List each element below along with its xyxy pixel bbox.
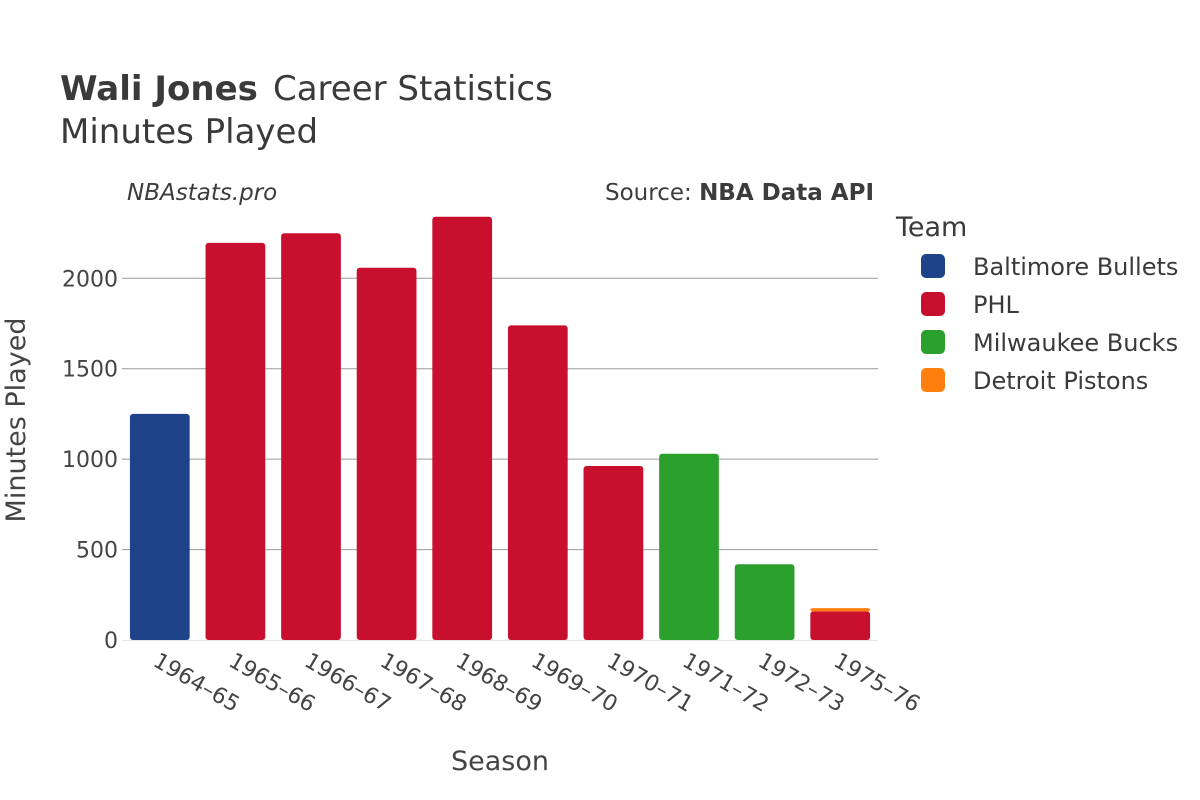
title-player: Wali Jones	[60, 69, 258, 109]
bar-phl[interactable]	[583, 466, 644, 640]
bar-phl[interactable]	[432, 216, 493, 640]
bar-baltimore-bullets[interactable]	[129, 413, 190, 640]
y-axis-title: Minutes Played	[1, 318, 32, 523]
legend-label[interactable]: Milwaukee Bucks	[973, 329, 1178, 357]
y-tick-label: 0	[104, 629, 118, 654]
legend-swatch[interactable]	[921, 292, 945, 316]
bar-milwaukee-bucks[interactable]	[659, 453, 719, 640]
legend-title: Team	[895, 212, 967, 243]
chart-subtitle: Minutes Played	[60, 112, 318, 152]
legend-label[interactable]: Detroit Pistons	[973, 367, 1148, 395]
watermark: NBAstats.pro	[127, 180, 277, 206]
legend-swatch[interactable]	[921, 330, 945, 354]
x-tick-label: 1965–66	[224, 649, 319, 718]
x-tick-label: 1966–67	[300, 649, 395, 718]
source-note: Source: NBA Data API	[605, 180, 874, 206]
x-axis-title: Season	[451, 746, 549, 777]
x-tick-label: 1967–68	[376, 649, 471, 718]
legend-swatch[interactable]	[921, 254, 945, 278]
x-tick-label: 1971–72	[678, 649, 773, 718]
x-tick-label: 1972–73	[754, 649, 849, 718]
bar-phl[interactable]	[205, 242, 266, 640]
x-axis-ticks: 1964–651965–661966–671967–681968–691969–…	[149, 649, 924, 718]
bar-phl[interactable]	[810, 611, 871, 640]
legend: Team Baltimore Bullets PHL Milwaukee Bucks…	[895, 212, 1178, 395]
bar-milwaukee-bucks[interactable]	[734, 564, 795, 640]
y-tick-label: 2000	[62, 267, 118, 292]
x-tick-label: 1975–76	[829, 649, 924, 718]
chart-title: Wali Jones Career Statistics	[60, 69, 553, 109]
y-tick-label: 1000	[62, 448, 118, 473]
y-axis-ticks: 0 500 1000 1500 2000	[62, 267, 118, 654]
x-tick-label: 1970–71	[602, 649, 697, 718]
bars	[129, 216, 871, 640]
bar-detroit-pistons[interactable]	[810, 608, 871, 612]
legend-label[interactable]: Baltimore Bullets	[973, 253, 1178, 281]
source-label: Source:	[605, 180, 699, 206]
y-tick-label: 500	[76, 539, 118, 564]
bar-phl[interactable]	[281, 233, 341, 640]
legend-swatch[interactable]	[921, 368, 945, 392]
bar-phl[interactable]	[507, 325, 568, 640]
bar-phl[interactable]	[356, 267, 417, 640]
source-value: NBA Data API	[699, 180, 874, 206]
legend-label[interactable]: PHL	[973, 291, 1020, 319]
title-rest: Career Statistics	[273, 69, 553, 109]
x-tick-label: 1968–69	[451, 649, 546, 718]
x-tick-label: 1969–70	[527, 649, 622, 718]
y-tick-label: 1500	[62, 358, 118, 383]
x-tick-label: 1964–65	[149, 649, 244, 718]
